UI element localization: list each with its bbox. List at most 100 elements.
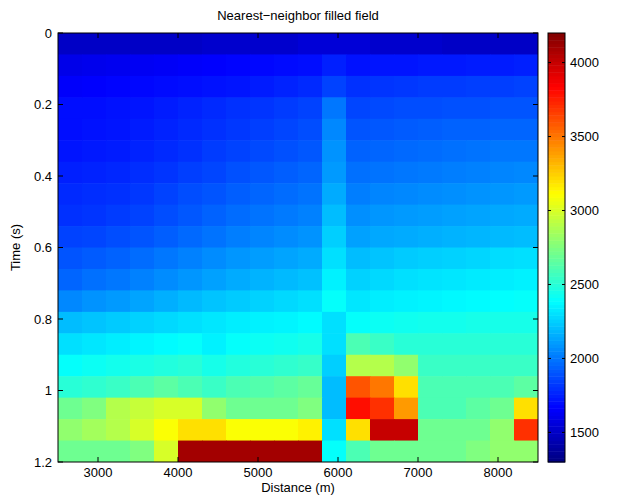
cell <box>370 205 395 227</box>
cell <box>178 76 203 98</box>
cell <box>82 162 107 184</box>
cell <box>106 226 131 248</box>
cell <box>178 248 203 270</box>
cell <box>106 97 131 119</box>
colorbar-swatch <box>548 212 565 216</box>
cell <box>418 248 443 270</box>
cell <box>322 76 347 98</box>
cell <box>418 376 443 398</box>
cell <box>274 248 299 270</box>
cell <box>154 54 179 76</box>
cell <box>466 54 491 76</box>
colorbar-swatch <box>548 305 565 309</box>
cell <box>274 355 299 377</box>
colorbar-swatch <box>548 280 565 284</box>
colorbar-swatch <box>548 155 565 159</box>
cell <box>298 333 323 355</box>
cell <box>418 441 443 462</box>
colorbar-swatch <box>548 326 565 330</box>
cell <box>394 183 419 205</box>
cell <box>418 269 443 291</box>
x-tick <box>258 457 259 462</box>
colorbar-swatch <box>548 140 565 144</box>
cell <box>514 119 538 141</box>
cell <box>418 355 443 377</box>
title: Nearest−neighbor filled field <box>217 8 379 23</box>
cell <box>226 333 251 355</box>
cell <box>130 355 155 377</box>
cell <box>130 376 155 398</box>
cell <box>514 398 538 420</box>
cell <box>130 312 155 334</box>
cell <box>202 290 227 312</box>
cell <box>130 269 155 291</box>
cell <box>514 290 538 312</box>
cell <box>106 333 131 355</box>
cell <box>298 419 323 441</box>
cell <box>58 355 83 377</box>
cell <box>82 54 107 76</box>
colorbar-swatch <box>548 387 565 391</box>
cell <box>466 269 491 291</box>
colorbar-swatch <box>548 355 565 359</box>
y-tick-label: 1.2 <box>34 455 52 470</box>
cell <box>250 162 275 184</box>
colorbar-swatch <box>548 137 565 141</box>
colorbar-swatch <box>548 301 565 305</box>
cell <box>322 333 347 355</box>
colorbar-swatch <box>548 408 565 412</box>
x-tick <box>498 33 499 38</box>
cell <box>130 290 155 312</box>
cell <box>202 312 227 334</box>
cell <box>370 376 395 398</box>
cell <box>154 269 179 291</box>
colorbar-tick-label: 1500 <box>570 425 599 440</box>
cell <box>394 269 419 291</box>
colorbar-swatch <box>548 330 565 334</box>
cell <box>226 97 251 119</box>
cell <box>274 290 299 312</box>
cell <box>466 76 491 98</box>
cell <box>274 183 299 205</box>
colorbar-tick <box>562 62 565 63</box>
cell <box>106 312 131 334</box>
cell <box>418 312 443 334</box>
colorbar-swatch <box>548 423 565 427</box>
colorbar-swatch <box>548 87 565 91</box>
cell <box>490 333 515 355</box>
y-tick <box>533 104 538 105</box>
x-tick <box>498 457 499 462</box>
cell <box>106 140 131 162</box>
cell <box>394 398 419 420</box>
cell <box>298 355 323 377</box>
cell <box>298 290 323 312</box>
x-tick-label: 7000 <box>404 465 433 480</box>
colorbar-swatch <box>548 376 565 380</box>
cell <box>130 76 155 98</box>
cell <box>226 119 251 141</box>
cell <box>274 162 299 184</box>
cell <box>346 119 371 141</box>
y-tick <box>533 390 538 391</box>
cell <box>154 162 179 184</box>
cell <box>250 312 275 334</box>
cell <box>226 248 251 270</box>
cell <box>250 183 275 205</box>
cell <box>226 398 251 420</box>
cell <box>178 419 203 441</box>
cell <box>178 162 203 184</box>
cell <box>298 205 323 227</box>
cell <box>250 119 275 141</box>
cell <box>418 419 443 441</box>
x-tick-label: 4000 <box>164 465 193 480</box>
cell <box>322 33 347 55</box>
cell <box>226 54 251 76</box>
cell <box>370 54 395 76</box>
cell <box>82 290 107 312</box>
colorbar-swatch <box>548 237 565 241</box>
cell <box>442 376 467 398</box>
cell <box>82 183 107 205</box>
cell <box>82 33 107 55</box>
cell <box>370 97 395 119</box>
cell <box>154 119 179 141</box>
